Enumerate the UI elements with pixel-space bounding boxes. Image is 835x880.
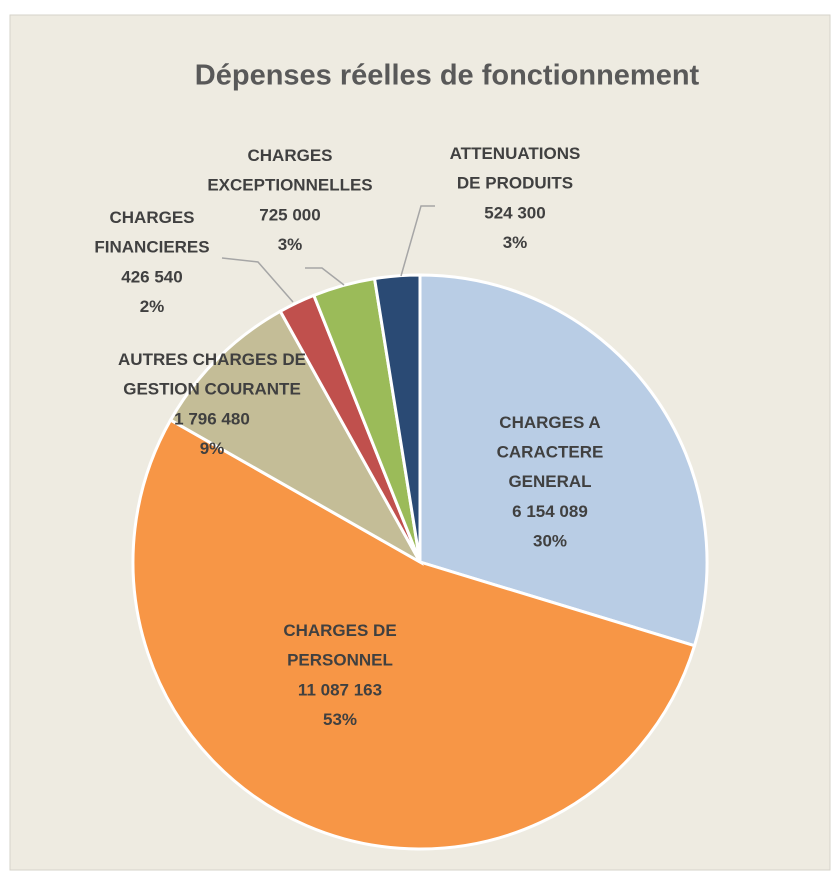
percent-label: 3% [503, 233, 528, 252]
value-label: 11 087 163 [298, 680, 382, 699]
label-line: EXCEPTIONNELLES [207, 176, 372, 195]
label-line: CHARGES [247, 146, 332, 165]
label-line: CHARGES A [499, 413, 600, 432]
slice-label: ATTENUATIONS DE PRODUITS [450, 144, 581, 193]
pie-slice [168, 309, 424, 566]
leader-line [221, 257, 294, 303]
slice-label: CHARGES FINANCIERES [94, 208, 209, 257]
label-line: FINANCIERES [94, 238, 209, 257]
label-line: GENERAL [508, 472, 591, 491]
pie-slice [418, 273, 709, 648]
value-label: 426 540 [121, 267, 182, 286]
leader-line [305, 267, 345, 286]
leader-line [400, 205, 435, 277]
label-line: AUTRES CHARGES DE [118, 350, 306, 369]
label-line: CHARGES [109, 208, 194, 227]
percent-label: 9% [200, 439, 225, 458]
value-label: 524 300 [484, 203, 545, 222]
slice-label: CHARGES A CARACTERE GENERAL [497, 413, 604, 491]
percent-label: 2% [140, 297, 165, 316]
percent-label: 53% [323, 710, 357, 729]
percent-label: 3% [278, 235, 303, 254]
label-line: GESTION COURANTE [123, 380, 301, 399]
slice-label: CHARGES DE PERSONNEL [283, 621, 396, 670]
label-line: CARACTERE [497, 443, 604, 462]
label-line: ATTENUATIONS [450, 144, 581, 163]
value-label: 6 154 089 [512, 502, 588, 521]
label-line: CHARGES DE [283, 621, 396, 640]
percent-label: 30% [533, 531, 567, 550]
pie-slice [372, 273, 422, 563]
chart-title: Dépenses réelles de fonctionnement [195, 60, 700, 92]
slice-label: CHARGES EXCEPTIONNELLES [207, 146, 372, 195]
value-label: 1 796 480 [174, 409, 250, 428]
label-line: PERSONNEL [287, 651, 393, 670]
label-line: DE PRODUITS [457, 174, 573, 193]
slice-label: AUTRES CHARGES DE GESTION COURANTE [118, 350, 306, 399]
value-label: 725 000 [259, 205, 320, 224]
pie-slice [131, 417, 697, 851]
